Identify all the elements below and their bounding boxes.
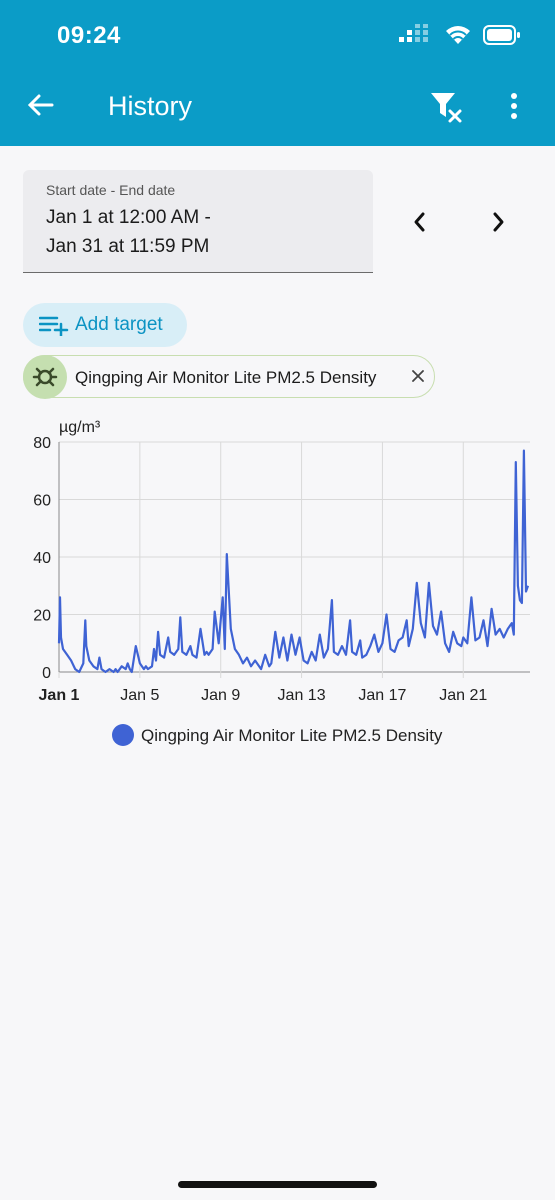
y-tick-label: 20 (33, 608, 51, 625)
history-chart: 0 20 40 60 80 Jan 1 Jan 5 Jan 9 Jan 13 Jan 17 Jan … (33, 419, 530, 704)
chevron-left-icon (414, 212, 425, 232)
target-chip[interactable]: Qingping Air Monitor Lite PM2.5 Density (23, 355, 435, 399)
date-range-field[interactable]: Start date - End date Jan 1 at 12:00 AM … (23, 170, 373, 273)
legend-swatch (112, 724, 134, 746)
page-title: History (108, 91, 193, 121)
x-tick-label: Jan 21 (439, 687, 487, 704)
legend-label: Qingping Air Monitor Lite PM2.5 Density (141, 726, 443, 745)
remove-target-button[interactable] (410, 368, 426, 384)
date-range-end: Jan 31 at 11:59 PM (46, 236, 210, 257)
more-vert-icon (511, 93, 517, 119)
next-period-button[interactable] (484, 205, 514, 239)
previous-period-button[interactable] (404, 205, 434, 239)
date-range-start: Jan 1 at 12:00 AM - (46, 207, 211, 228)
x-tick-label: Jan 13 (278, 687, 326, 704)
back-button[interactable] (22, 86, 60, 124)
battery-icon (483, 24, 521, 46)
y-tick-label: 60 (33, 493, 51, 510)
filter-clear-icon (431, 93, 462, 123)
status-time: 09:24 (57, 22, 121, 49)
x-tick-label: Jan 9 (201, 687, 240, 704)
y-tick-label: 40 (33, 550, 51, 567)
x-tick-label: Jan 5 (120, 687, 159, 704)
wifi-icon (445, 24, 471, 46)
series-line (57, 449, 530, 674)
x-tick-label: Jan 17 (358, 687, 406, 704)
arrow-left-icon (27, 94, 54, 116)
y-tick-label: 80 (33, 435, 51, 452)
target-chip-label: Qingping Air Monitor Lite PM2.5 Density (75, 368, 377, 387)
y-axis-label: µg/m³ (59, 419, 101, 436)
x-tick-label: Jan 1 (39, 687, 80, 704)
overflow-menu-button[interactable] (502, 88, 526, 126)
date-range-label: Start date - End date (46, 182, 176, 198)
add-target-button[interactable]: Add target (23, 303, 187, 347)
app-bar: 09:24 (0, 0, 555, 146)
add-target-label: Add target (75, 314, 163, 335)
clear-filter-button[interactable] (428, 88, 466, 126)
sensor-icon (23, 355, 67, 399)
playlist-add-icon (38, 314, 69, 338)
signal-icon (399, 24, 429, 46)
y-tick-label: 0 (42, 665, 51, 682)
chevron-right-icon (493, 212, 504, 232)
close-icon (412, 370, 424, 382)
home-indicator[interactable] (178, 1181, 377, 1188)
